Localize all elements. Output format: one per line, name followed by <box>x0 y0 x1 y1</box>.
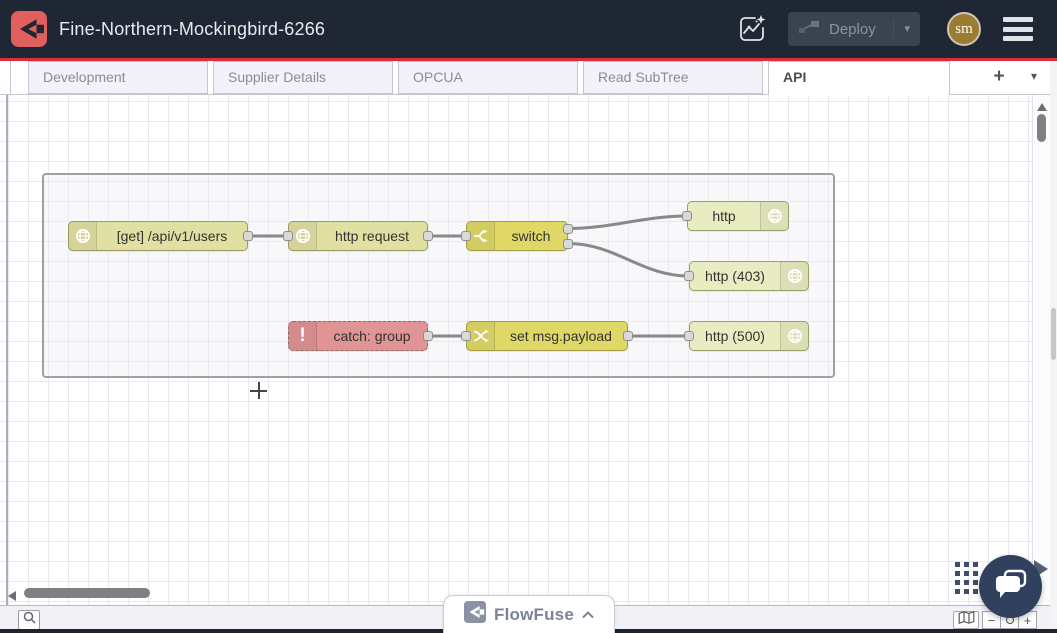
instance-title: Fine-Northern-Mockingbird-6266 <box>59 19 326 39</box>
tab-opcua[interactable]: OPCUA <box>398 61 578 94</box>
node-port-output[interactable] <box>423 331 433 341</box>
node-port-input[interactable] <box>461 231 471 241</box>
tab-label: OPCUA <box>413 69 463 85</box>
node-http-response-403[interactable]: http (403) <box>684 261 809 291</box>
globe-icon <box>289 222 317 250</box>
avatar-initials: sm <box>955 20 973 37</box>
search-button[interactable] <box>18 610 40 630</box>
node-switch[interactable]: switch <box>461 221 573 251</box>
node-label: http (403) <box>705 268 765 284</box>
wire[interactable] <box>566 214 689 230</box>
chevron-up-icon <box>582 606 594 624</box>
node-http-in[interactable]: [get] /api/v1/users <box>68 221 253 251</box>
tab-label: Development <box>43 69 126 85</box>
node-port-output-2[interactable] <box>563 239 573 249</box>
chat-widget-button[interactable] <box>979 555 1042 618</box>
deploy-label: Deploy <box>829 20 876 38</box>
deploy-options-caret-icon[interactable]: ▾ <box>893 19 910 39</box>
search-icon <box>23 611 36 629</box>
wire-layer <box>246 214 691 338</box>
wire[interactable] <box>566 242 691 278</box>
cursor-crosshair <box>250 382 267 399</box>
user-avatar[interactable]: sm <box>947 12 981 46</box>
node-http-request[interactable]: http request <box>283 221 433 251</box>
globe-icon <box>69 222 97 250</box>
map-icon <box>958 611 975 629</box>
vertical-scroll-thumb[interactable] <box>1037 114 1046 142</box>
main-menu-button[interactable] <box>1003 17 1033 41</box>
node-port-input[interactable] <box>684 271 694 281</box>
change-icon <box>467 322 495 350</box>
tab-api[interactable]: API <box>768 61 950 95</box>
globe-icon <box>780 322 808 350</box>
flowfuse-logo-icon <box>464 601 486 628</box>
chat-icon <box>994 569 1028 605</box>
switch-icon <box>467 222 495 250</box>
tab-list-caret-icon[interactable]: ▾ <box>1030 69 1038 83</box>
tab-supplier-details[interactable]: Supplier Details <box>213 61 393 94</box>
drag-handle-dots[interactable] <box>955 562 978 594</box>
node-label: http <box>712 208 736 224</box>
page-scrollbar[interactable] <box>1050 61 1057 629</box>
scroll-left-arrow-icon[interactable] <box>8 591 16 601</box>
header-bar: Fine-Northern-Mockingbird-6266 Deploy ▾ <box>0 0 1057 58</box>
node-change[interactable]: set msg.payload <box>461 321 633 351</box>
workspace-tabbar: Development Supplier Details OPCUA Read … <box>0 61 1057 95</box>
node-label: [get] /api/v1/users <box>116 228 228 244</box>
horizontal-scroll-thumb[interactable] <box>24 588 150 598</box>
header-accent-line <box>0 58 1057 61</box>
node-label: http request <box>335 228 409 244</box>
flowfuse-widget[interactable]: FlowFuse <box>443 595 615 633</box>
tab-label: Read SubTree <box>598 69 689 85</box>
node-label: catch: group <box>333 328 411 344</box>
node-port-input[interactable] <box>283 231 293 241</box>
flowfuse-logo-icon <box>11 11 47 47</box>
deploy-button[interactable]: Deploy ▾ <box>788 12 920 46</box>
tab-label: Supplier Details <box>228 69 327 85</box>
ai-assistant-icon[interactable] <box>736 13 768 45</box>
scroll-up-arrow-icon[interactable] <box>1037 103 1047 111</box>
node-port-output-1[interactable] <box>563 224 573 234</box>
navigator-button[interactable] <box>953 611 979 629</box>
node-port-output[interactable] <box>243 231 253 241</box>
node-port-input[interactable] <box>684 331 694 341</box>
deploy-icon <box>798 19 820 40</box>
node-port-output[interactable] <box>623 331 633 341</box>
node-label: http (500) <box>705 328 765 344</box>
node-port-input[interactable] <box>682 211 692 221</box>
tab-development[interactable]: Development <box>28 61 208 94</box>
tab-read-subtree[interactable]: Read SubTree <box>583 61 763 94</box>
node-port-input[interactable] <box>461 331 471 341</box>
flow-canvas[interactable]: [get] /api/v1/users http request <box>0 95 1050 605</box>
add-tab-button[interactable]: + <box>993 66 1005 87</box>
node-label: set msg.payload <box>510 328 612 344</box>
exclamation-icon: ! <box>289 322 317 350</box>
tabbar-divider <box>10 61 11 94</box>
node-http-response-500[interactable]: http (500) <box>684 321 809 351</box>
node-port-output[interactable] <box>423 231 433 241</box>
node-http-response[interactable]: http <box>682 201 789 231</box>
flowfuse-label: FlowFuse <box>494 604 574 624</box>
globe-icon <box>780 262 808 290</box>
palette-edge <box>6 95 8 605</box>
globe-icon <box>760 202 788 230</box>
page-scroll-thumb[interactable] <box>1051 308 1056 360</box>
node-label: switch <box>511 228 551 244</box>
canvas-vertical-scrollbar[interactable] <box>1032 95 1050 605</box>
node-catch[interactable]: ! catch: group <box>288 321 433 351</box>
tab-label: API <box>783 69 807 85</box>
